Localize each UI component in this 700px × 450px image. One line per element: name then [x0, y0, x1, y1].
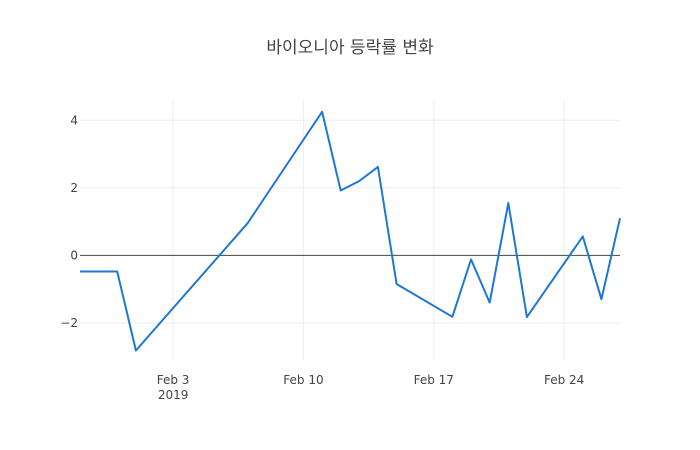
y-tick-label: 2 — [70, 181, 78, 195]
y-tick-label: 4 — [70, 113, 78, 127]
chart-title: 바이오니아 등락률 변화 — [266, 38, 434, 58]
y-tick-label: 0 — [70, 248, 78, 262]
x-tick-label: Feb 17 — [414, 373, 454, 387]
x-tick-sublabel: 2019 — [158, 388, 189, 402]
y-axis-ticks: −2 0 2 4 — [60, 113, 78, 330]
series-line — [80, 110, 621, 352]
x-tick-label: Feb 24 — [544, 373, 584, 387]
x-tick-label: Feb 3 — [157, 373, 190, 387]
x-tick-label: Feb 10 — [283, 373, 323, 387]
y-tick-label: −2 — [60, 316, 78, 330]
series-layer — [80, 110, 621, 352]
grid-layer — [80, 100, 620, 360]
